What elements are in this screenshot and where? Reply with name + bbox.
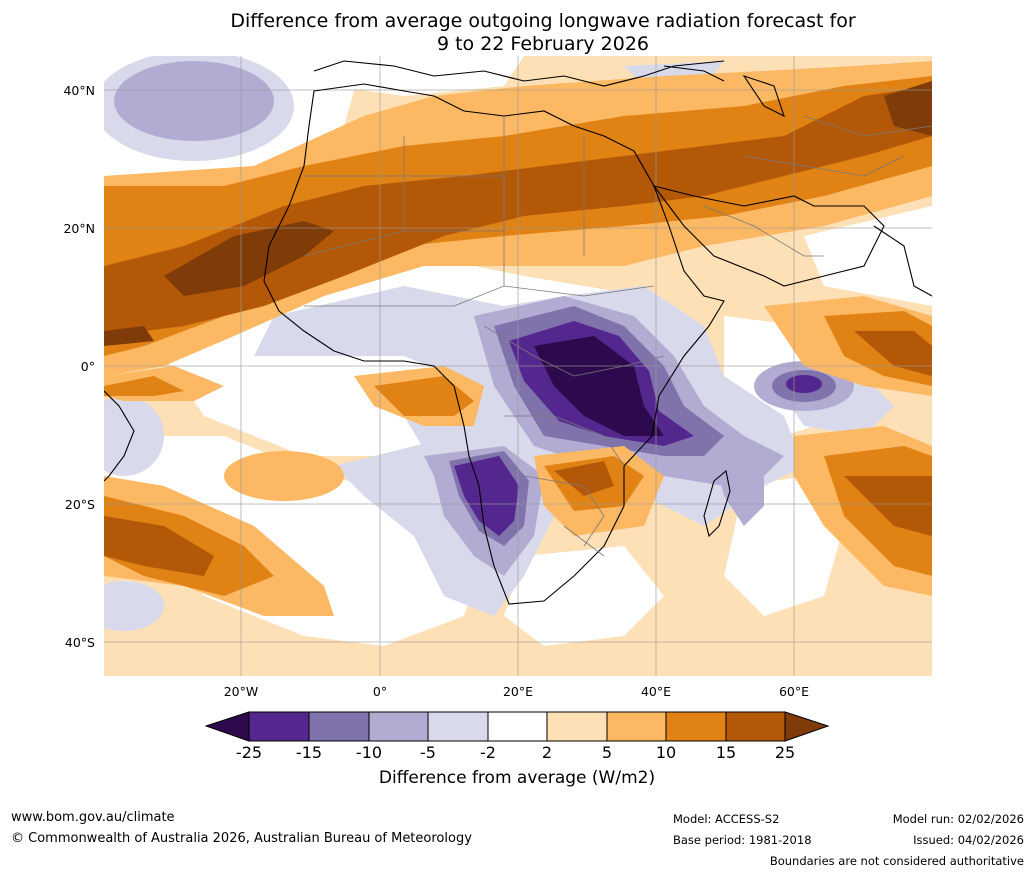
- colorbar-tick: -2: [480, 743, 496, 762]
- lon-label-20w: 20°W: [223, 684, 259, 699]
- lat-label-0: 0°: [80, 359, 95, 374]
- arabia-coastline: [652, 185, 885, 287]
- colorbar-segment-2: [308, 711, 370, 742]
- title-line-2: 9 to 22 February 2026: [436, 33, 650, 55]
- south-america-coastline: [104, 390, 135, 482]
- olr-anomaly-map: [104, 56, 932, 676]
- colorbar-max-arrow: [784, 711, 830, 742]
- model-run-text: Model run: 02/02/2026: [892, 812, 1024, 826]
- website-link[interactable]: www.bom.gov.au/climate: [11, 810, 175, 825]
- lat-label-20n: 20°N: [63, 221, 95, 236]
- graticule: [104, 56, 932, 676]
- colorbar-segment-8: [665, 711, 727, 742]
- lat-label-40n: 40°N: [63, 83, 95, 98]
- base-period-text: Base period: 1981-2018: [673, 833, 812, 847]
- colorbar-tick: 10: [655, 743, 677, 762]
- colorbar-segment-3: [368, 711, 429, 742]
- chart-title: Difference from average outgoing longwav…: [0, 10, 1035, 56]
- colorbar-segment-4: [427, 711, 489, 742]
- darkest-orange-zones: [104, 81, 932, 346]
- africa-coastline: [263, 83, 725, 605]
- copyright-text: © Commonwealth of Australia 2026, Austra…: [11, 831, 472, 846]
- boundaries-note: Boundaries are not considered authoritat…: [769, 854, 1024, 868]
- colorbar-label: Difference from average (W/m2): [378, 768, 656, 788]
- title-line-1: Difference from average outgoing longwav…: [230, 10, 856, 32]
- colorbar-segment-6: [546, 711, 608, 742]
- darkest-purple-zones: [534, 336, 664, 436]
- lat-label-20s: 20°S: [64, 497, 95, 512]
- madagascar-coastline: [703, 469, 731, 538]
- model-text: Model: ACCESS-S2: [673, 812, 780, 826]
- colorbar-tick: -10: [355, 743, 383, 762]
- colorbar-svg: [204, 711, 830, 742]
- lon-label-20e: 20°E: [502, 684, 534, 699]
- colorbar-segment-9: [725, 711, 786, 742]
- colorbar-tick: -5: [420, 743, 436, 762]
- colorbar-segment-5: [487, 711, 548, 742]
- india-coastline: [873, 225, 932, 297]
- europe-coastline: [313, 60, 725, 87]
- map-svg: [104, 56, 932, 676]
- lon-label-40e: 40°E: [640, 684, 672, 699]
- colorbar-tick: 25: [774, 743, 796, 762]
- colorbar-segment-1: [248, 711, 310, 742]
- colorbar-tick: 2: [541, 743, 553, 762]
- issued-text: Issued: 04/02/2026: [913, 833, 1024, 847]
- coastlines: [104, 60, 932, 605]
- colorbar-tick: 5: [601, 743, 613, 762]
- colorbar-tick: 15: [715, 743, 737, 762]
- colorbar: [204, 711, 831, 747]
- colorbar-segment-7: [606, 711, 667, 742]
- lon-label-0: 0°: [372, 684, 388, 699]
- lat-label-40s: 40°S: [64, 635, 95, 650]
- country-borders: [303, 115, 932, 557]
- colorbar-tick: -25: [235, 743, 263, 762]
- colorbar-min-arrow: [204, 711, 250, 742]
- colorbar-tick: -15: [295, 743, 323, 762]
- lon-label-60e: 60°E: [778, 684, 810, 699]
